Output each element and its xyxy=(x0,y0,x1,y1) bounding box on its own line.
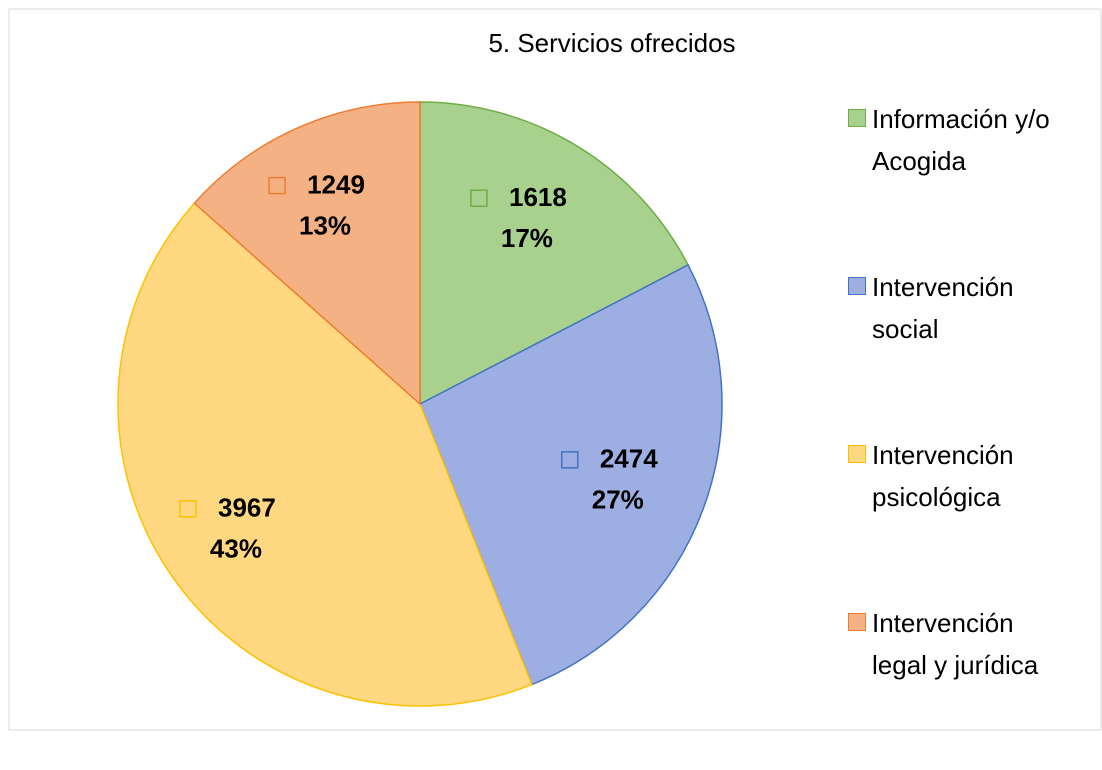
legend: Información y/o Acogida Intervención soci… xyxy=(848,98,1098,770)
pie-slice xyxy=(117,202,533,707)
legend-item: Intervención legal y jurídica xyxy=(848,602,1098,770)
data-label: 1618 17% xyxy=(470,182,567,253)
data-label: 2474 27% xyxy=(561,444,658,515)
pie-chart: 5. Servicios ofrecidos 1618 17% 2474 27% 396… xyxy=(8,8,1102,731)
label-key xyxy=(561,451,579,469)
data-label: 3967 43% xyxy=(179,493,276,564)
value-label: 2474 xyxy=(600,444,658,474)
label-key xyxy=(179,500,197,518)
legend-label: Intervención legal y jurídica xyxy=(872,608,1039,680)
label-key xyxy=(470,189,488,207)
legend-item: Información y/o Acogida xyxy=(848,98,1098,266)
percent-label: 27% xyxy=(592,485,644,515)
percent-label: 43% xyxy=(210,534,262,564)
value-label: 1618 xyxy=(509,182,567,212)
label-key xyxy=(268,176,286,195)
value-label: 1249 xyxy=(307,169,365,199)
percent-label: 13% xyxy=(299,210,351,240)
legend-swatch xyxy=(848,277,866,295)
percent-label: 17% xyxy=(501,223,553,253)
chart-title: 5. Servicios ofrecidos xyxy=(488,28,735,58)
legend-label: Intervención social xyxy=(872,272,1014,344)
pie-slice xyxy=(193,101,421,406)
legend-swatch xyxy=(848,445,866,463)
legend-swatch xyxy=(848,613,866,631)
legend-label: Información y/o Acogida xyxy=(872,104,1050,176)
legend-swatch xyxy=(848,109,866,127)
pie-slice xyxy=(419,101,690,406)
data-label: 1249 13% xyxy=(268,169,365,240)
legend-label: Intervención psicológica xyxy=(872,440,1014,512)
value-label: 3967 xyxy=(218,493,276,523)
chart: 5. Servicios ofrecidos 1618 17% 2474 27% 396… xyxy=(8,8,1102,731)
legend-item: Intervención psicológica xyxy=(848,434,1098,602)
pie-slice xyxy=(419,263,723,686)
legend-item: Intervención social xyxy=(848,266,1098,434)
